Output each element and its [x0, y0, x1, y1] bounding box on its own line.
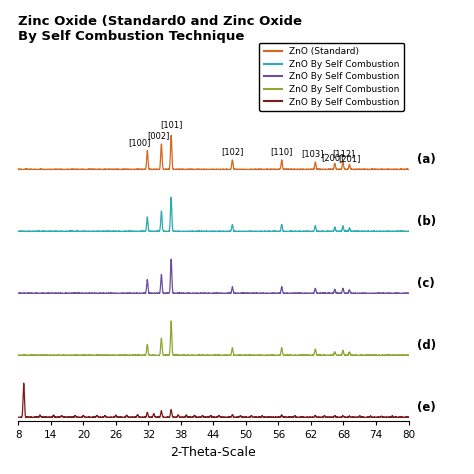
Text: (b): (b) [417, 215, 436, 228]
ZnO By Self Combustion [250, 353, 255, 358]
Text: [101]: [101] [160, 119, 182, 128]
ZnO (Standard) [269, 166, 275, 172]
ZnO By Self Combustion [164, 291, 170, 296]
ZnO By Self Combustion [86, 414, 92, 420]
ZnO By Self Combustion [250, 228, 255, 234]
ZnO By Self Combustion [307, 291, 312, 296]
Text: [201]: [201] [338, 154, 361, 163]
ZnO By Self Combustion [16, 414, 21, 420]
ZnO By Self Combustion [406, 228, 411, 234]
Text: (e): (e) [417, 401, 436, 414]
Text: [110]: [110] [271, 147, 293, 156]
ZnO By Self Combustion [337, 414, 342, 420]
ZnO By Self Combustion [86, 291, 92, 296]
ZnO By Self Combustion [16, 228, 21, 234]
ZnO By Self Combustion [16, 228, 21, 234]
Text: [100]: [100] [128, 138, 150, 147]
ZnO By Self Combustion [250, 291, 255, 296]
ZnO By Self Combustion [307, 352, 312, 358]
ZnO By Self Combustion [307, 228, 312, 234]
ZnO By Self Combustion [406, 414, 411, 420]
ZnO By Self Combustion [168, 318, 174, 324]
ZnO By Self Combustion [269, 291, 275, 296]
Legend: ZnO (Standard), ZnO By Self Combustion, ZnO By Self Combustion, ZnO By Self Comb: ZnO (Standard), ZnO By Self Combustion, … [259, 43, 404, 111]
Text: (a): (a) [417, 153, 436, 166]
Line: ZnO (Standard): ZnO (Standard) [18, 135, 409, 170]
Text: [002]: [002] [147, 131, 170, 140]
Line: ZnO By Self Combustion: ZnO By Self Combustion [18, 197, 409, 231]
ZnO By Self Combustion [164, 352, 170, 358]
ZnO (Standard) [86, 166, 92, 172]
ZnO (Standard) [337, 167, 342, 173]
ZnO By Self Combustion [406, 291, 411, 296]
ZnO (Standard) [168, 132, 174, 138]
Line: ZnO By Self Combustion: ZnO By Self Combustion [18, 259, 409, 293]
ZnO By Self Combustion [86, 228, 92, 234]
X-axis label: 2-Theta-Scale: 2-Theta-Scale [171, 446, 256, 459]
ZnO (Standard) [16, 166, 21, 172]
Text: [112]: [112] [332, 149, 354, 158]
ZnO (Standard) [307, 166, 312, 172]
Text: [103]: [103] [301, 149, 324, 158]
Text: Zinc Oxide (Standard0 and Zinc Oxide
By Self Combustion Technique: Zinc Oxide (Standard0 and Zinc Oxide By … [18, 15, 302, 43]
Text: [102]: [102] [221, 147, 244, 156]
ZnO By Self Combustion [269, 414, 275, 420]
ZnO By Self Combustion [16, 291, 21, 296]
ZnO By Self Combustion [16, 353, 21, 358]
Text: (d): (d) [417, 339, 436, 352]
ZnO By Self Combustion [269, 228, 275, 234]
ZnO (Standard) [406, 166, 411, 172]
ZnO By Self Combustion [168, 194, 174, 200]
ZnO By Self Combustion [16, 414, 21, 420]
ZnO (Standard) [16, 167, 21, 173]
ZnO By Self Combustion [307, 414, 312, 420]
Line: ZnO By Self Combustion: ZnO By Self Combustion [18, 321, 409, 356]
Text: (c): (c) [417, 277, 434, 290]
ZnO By Self Combustion [337, 352, 342, 358]
ZnO By Self Combustion [337, 228, 342, 234]
ZnO By Self Combustion [164, 228, 170, 234]
ZnO By Self Combustion [164, 414, 170, 420]
ZnO By Self Combustion [86, 353, 92, 358]
Line: ZnO By Self Combustion: ZnO By Self Combustion [18, 383, 409, 417]
ZnO By Self Combustion [250, 414, 255, 420]
ZnO By Self Combustion [16, 352, 21, 358]
ZnO By Self Combustion [337, 291, 342, 296]
Text: [200]: [200] [321, 153, 343, 162]
ZnO (Standard) [250, 166, 255, 172]
ZnO (Standard) [164, 167, 170, 173]
ZnO By Self Combustion [269, 353, 275, 358]
ZnO By Self Combustion [406, 353, 411, 358]
ZnO By Self Combustion [21, 380, 27, 386]
ZnO By Self Combustion [168, 256, 174, 262]
